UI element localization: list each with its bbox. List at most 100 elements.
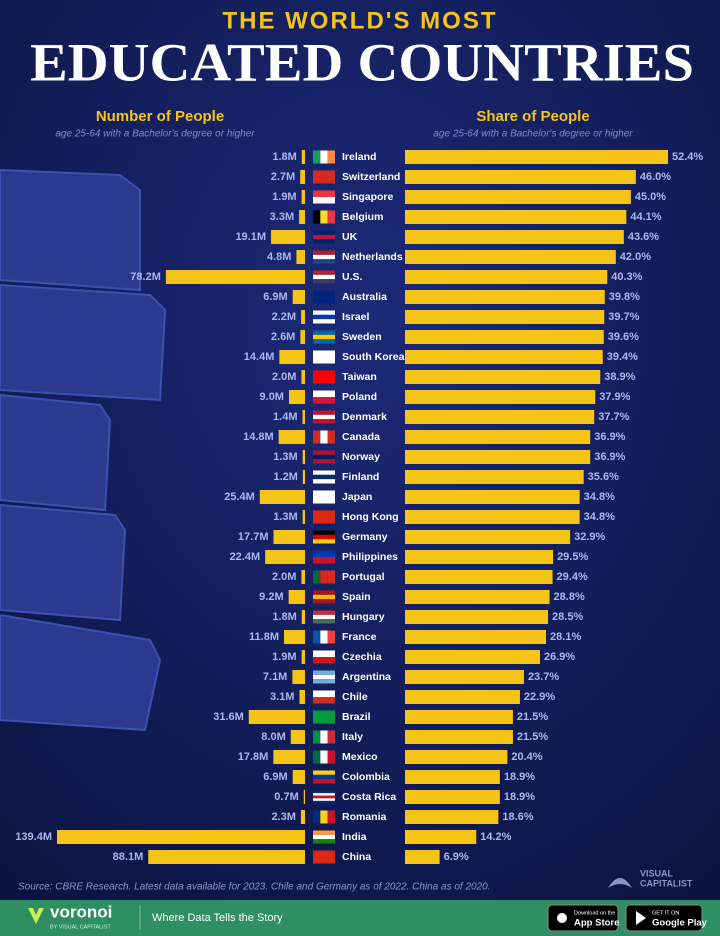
value-label: 39.4% [607, 351, 638, 363]
category-label: Finland [342, 471, 379, 483]
bar-left [292, 290, 305, 304]
bar-left [271, 230, 305, 244]
bar-right [405, 730, 513, 744]
value-label: 19.1M [235, 231, 266, 243]
bar-left [288, 390, 305, 404]
flag-stripe [313, 190, 335, 197]
bar-right [405, 570, 553, 584]
bar-left [302, 410, 305, 424]
category-label: Israel [342, 311, 370, 323]
flag-stripe [313, 274, 335, 280]
flag-stripe [327, 750, 335, 764]
app-store-button[interactable]: Download on the App Store [547, 904, 619, 932]
value-label: 18.6% [502, 811, 533, 823]
flag-stripe [313, 850, 335, 864]
bar-right [405, 270, 608, 284]
flag-stripe [313, 230, 335, 235]
flag-stripe [313, 539, 335, 544]
bar-left [278, 430, 305, 444]
flag-stripe [313, 197, 335, 204]
value-label: 21.5% [517, 731, 548, 743]
flag-stripe [313, 290, 335, 304]
bar-left [300, 170, 305, 184]
value-label: 1.9M [272, 191, 296, 203]
flag-stripe [313, 674, 335, 680]
category-label: South Korea [342, 351, 405, 363]
bar-right [405, 850, 440, 864]
flag-stripe [313, 590, 335, 595]
chart-title: EDUCATED COUNTRIES [30, 32, 694, 92]
flag-stripe [313, 619, 335, 624]
value-label: 14.8M [243, 431, 274, 443]
value-label: 2.0M [272, 371, 296, 383]
flag-stripe [313, 810, 321, 824]
category-label: Germany [342, 531, 388, 543]
left-subheader: age 25-64 with a Bachelor's degree or hi… [55, 129, 255, 140]
category-label: Argentina [342, 671, 391, 683]
bar-right [405, 150, 668, 164]
value-label: 88.1M [113, 851, 144, 863]
apple-icon [557, 913, 567, 923]
category-label: Poland [342, 391, 377, 403]
flag-stripe [313, 710, 335, 724]
value-label: 4.8M [267, 251, 291, 263]
bar-left [302, 510, 305, 524]
value-label: 1.9M [272, 651, 296, 663]
category-label: Philippines [342, 551, 398, 563]
bar-right [405, 610, 549, 624]
bar-left [302, 470, 305, 484]
flag-stripe [313, 793, 335, 796]
flag-stripe [313, 454, 335, 460]
bar-left [301, 190, 305, 204]
bar-right [405, 410, 595, 424]
flag-stripe [313, 150, 321, 164]
value-label: 36.9% [594, 431, 625, 443]
bar-right [405, 590, 550, 604]
category-label: Romania [342, 811, 387, 823]
flag-stripe [320, 810, 328, 824]
flag-stripe [327, 150, 335, 164]
bar-right [405, 450, 591, 464]
flag-stripe [313, 657, 335, 664]
books-illustration [0, 168, 167, 732]
value-label: 46.0% [640, 171, 671, 183]
bar-right [405, 370, 601, 384]
value-label: 9.2M [259, 591, 283, 603]
flag-stripe [313, 834, 335, 840]
flag-stripe [313, 479, 335, 484]
publisher-line: CAPITALIST [640, 878, 693, 888]
value-label: 34.8% [584, 491, 615, 503]
category-label: India [342, 831, 367, 843]
flag-stripe [313, 370, 335, 384]
flag-stripe [327, 570, 335, 584]
value-label: 0.7M [274, 791, 298, 803]
category-label: Portugal [342, 571, 385, 583]
category-label: Norway [342, 451, 380, 463]
value-label: 3.1M [270, 691, 294, 703]
value-label: 7.1M [263, 671, 287, 683]
flag-stripe [313, 319, 335, 324]
value-label: 22.9% [524, 691, 555, 703]
bar-right [405, 790, 500, 804]
category-label: U.S. [342, 271, 363, 283]
category-label: Canada [342, 431, 380, 443]
category-label: Ireland [342, 151, 376, 163]
google-play-bg[interactable] [625, 904, 703, 932]
value-label: 11.8M [249, 631, 279, 643]
value-label: 52.4% [672, 151, 703, 163]
flag-stripe [313, 279, 335, 284]
bar-left [296, 250, 305, 264]
google-play-button[interactable]: GET IT ON Google Play [625, 904, 708, 932]
value-label: 44.1% [630, 211, 661, 223]
bar-left [301, 610, 305, 624]
bar-left [292, 670, 305, 684]
bar-right [405, 330, 604, 344]
bar-right [405, 290, 605, 304]
category-label: Switzerland [342, 171, 400, 183]
app-store-bg[interactable] [547, 904, 619, 932]
flag-stripe [313, 270, 335, 275]
flag-stripe [313, 390, 335, 397]
flag-stripe [313, 490, 335, 504]
value-label: 40.3% [611, 271, 642, 283]
